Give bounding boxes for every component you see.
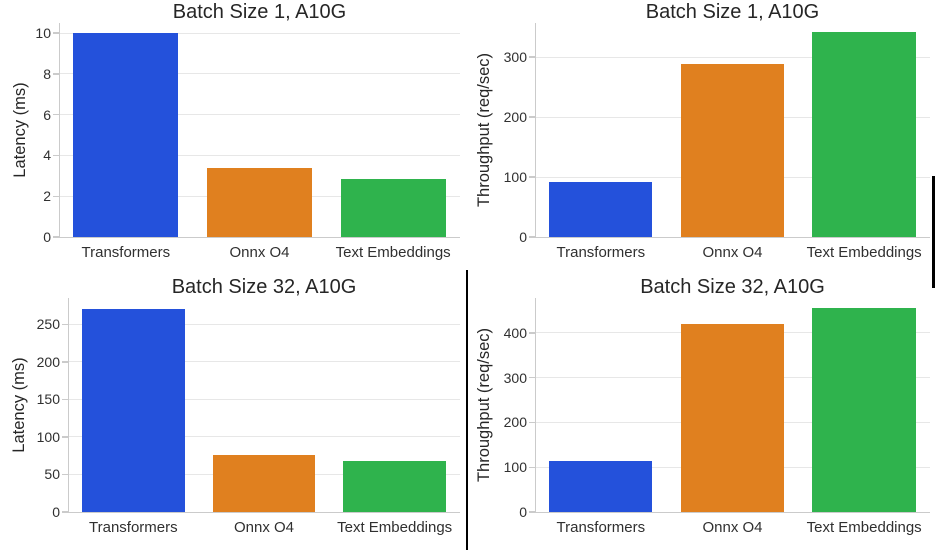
y-tick-label: 6 [43,106,51,123]
chart-title: Batch Size 1, A10G [172,1,347,23]
y-tick-mark [53,114,59,116]
y-tick-mark [529,176,535,178]
y-tick-mark [53,195,59,197]
y-tick-mark [62,473,68,476]
y-tick-label: 200 [503,414,527,431]
x-category-label: Transformers [81,244,171,261]
y-tick-mark [62,398,68,401]
y-tick-mark [529,511,535,513]
y-tick-label: 200 [36,353,60,370]
x-category-label: Text Embeddings [806,244,922,261]
y-tick-mark [53,73,59,75]
x-axis-spine [535,236,930,238]
bar-text-embeddings [812,31,916,237]
y-tick-label: 150 [36,391,60,408]
y-tick-mark [529,466,535,468]
x-axis-spine [68,511,460,513]
y-tick-mark [62,511,68,513]
y-axis-spine [59,23,61,237]
y-tick-label: 300 [503,369,527,386]
x-category-label: Onnx O4 [702,519,763,536]
bar-transformers [549,181,653,237]
bar-onnx-o4 [680,64,785,237]
y-axis-label: Latency (ms) [11,82,29,178]
x-category-label: Transformers [89,519,178,536]
x-category-label: Transformers [556,244,646,261]
gridline [68,436,460,438]
gridline [59,114,460,116]
y-tick-label: 100 [503,459,527,476]
y-tick-mark [529,376,535,379]
gridline [68,323,460,325]
bar-transformers [73,33,179,237]
gridline [59,73,460,75]
x-category-label: Text Embeddings [337,519,453,536]
x-axis-spine [59,236,460,238]
y-axis-spine [535,23,537,237]
bar-transformers [82,308,185,512]
chart-batch32-latency: Batch Size 32, A10G Latency (ms) 0 50 100 1… [0,275,467,550]
chart-title: Batch Size 32, A10G [640,276,825,298]
y-tick-mark [53,236,59,238]
y-tick-label: 200 [503,109,527,126]
y-tick-mark [62,361,68,363]
y-tick-label: 2 [43,188,51,205]
y-tick-mark [62,323,68,325]
gridline [68,361,460,363]
bar-transformers [549,460,653,512]
y-tick-mark [53,32,59,34]
figure-divider-line [466,270,468,550]
y-tick-label: 0 [519,229,527,245]
y-tick-label: 10 [35,25,51,42]
y-tick-label: 50 [44,466,60,483]
bar-onnx-o4 [680,323,785,512]
y-tick-mark [62,436,68,438]
y-axis-spine [535,298,537,512]
gridline [68,398,460,400]
x-axis-spine [535,511,930,513]
y-tick-label: 0 [519,504,527,520]
y-tick-label: 4 [43,147,51,164]
gridline [59,154,460,156]
x-category-label: Onnx O4 [233,519,294,536]
bar-text-embeddings [343,460,446,512]
bar-onnx-o4 [207,167,312,237]
bar-text-embeddings [812,307,916,512]
y-tick-mark [53,154,59,157]
y-tick-label: 0 [52,504,60,520]
gridline [535,56,930,58]
x-category-label: Text Embeddings [335,244,451,261]
chart-title: Batch Size 32, A10G [171,276,357,298]
x-category-label: Transformers [556,519,646,536]
bar-onnx-o4 [212,454,316,512]
chart-batch1-latency: Batch Size 1, A10G Latency (ms) 0 2 4 6 8 10 T… [0,0,467,275]
y-tick-mark [529,421,535,424]
y-tick-label: 250 [36,316,60,333]
y-tick-mark [529,236,535,238]
y-tick-mark [529,56,535,58]
x-category-label: Onnx O4 [229,244,290,261]
y-tick-label: 300 [503,49,527,66]
y-tick-label: 100 [36,428,60,445]
x-category-label: Text Embeddings [806,519,922,536]
y-tick-label: 100 [503,169,527,186]
y-tick-label: 400 [503,324,527,341]
gridline [59,32,460,34]
y-tick-label: 0 [43,229,51,245]
chart-batch1-throughput: Batch Size 1, A10G Throughput (req/sec) … [467,0,934,275]
x-category-label: Onnx O4 [702,244,763,261]
chart-title: Batch Size 1, A10G [645,1,820,23]
chart-batch32-throughput: Batch Size 32, A10G Throughput (req/sec)… [467,275,934,550]
y-tick-mark [529,332,535,334]
y-axis-spine [68,298,70,512]
y-tick-label: 8 [43,65,51,82]
figure-border-fragment [932,176,935,288]
bar-text-embeddings [340,178,446,237]
y-tick-mark [529,116,535,118]
